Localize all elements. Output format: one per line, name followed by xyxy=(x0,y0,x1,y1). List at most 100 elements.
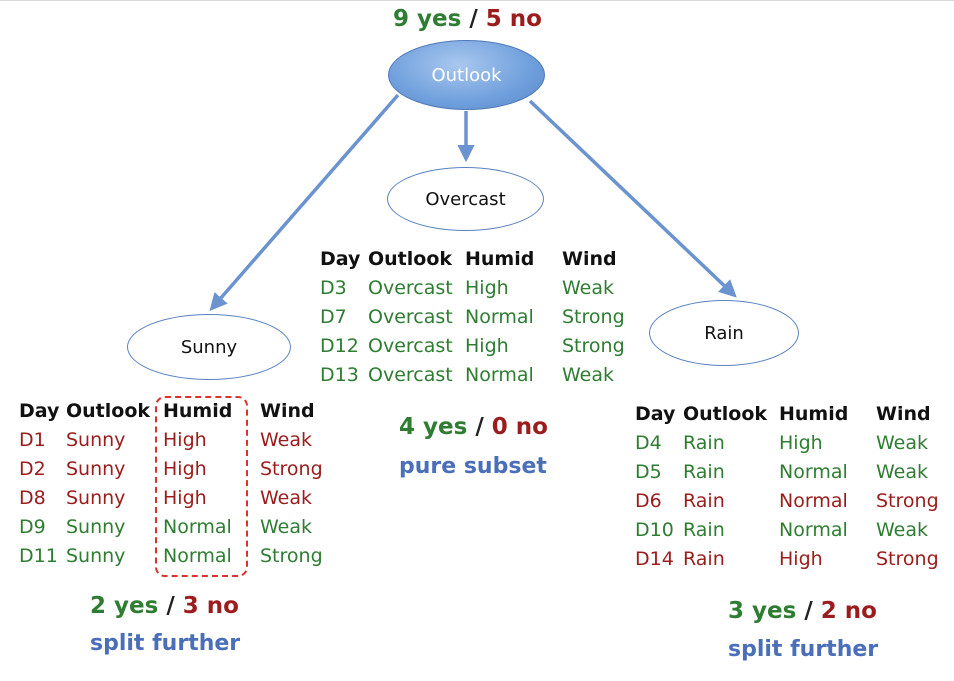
column-header: Day xyxy=(320,248,361,270)
overcast-note: pure subset xyxy=(399,454,547,479)
cell-humid: Normal xyxy=(779,461,848,483)
cell-wind: Weak xyxy=(562,277,615,299)
node-rain: Rain xyxy=(649,300,799,366)
column-header: Day xyxy=(19,400,60,422)
sunny-table-header: Day Outlook Humid Wind xyxy=(19,397,330,426)
cell-wind: Strong xyxy=(876,490,939,512)
node-outlook-label: Outlook xyxy=(431,64,502,86)
column-header: Wind xyxy=(562,248,617,270)
cell-day: D13 xyxy=(320,364,359,386)
cell-humid: Normal xyxy=(465,364,534,386)
column-header: Day xyxy=(635,403,676,425)
cell-day: D11 xyxy=(19,545,58,567)
cell-humid: High xyxy=(465,277,509,299)
node-sunny-label: Sunny xyxy=(180,336,238,358)
cell-wind: Strong xyxy=(260,545,323,567)
node-sunny: Sunny xyxy=(127,314,291,380)
cell-day: D1 xyxy=(19,429,46,451)
cell-day: D2 xyxy=(19,458,46,480)
cell-outlook: Overcast xyxy=(368,364,453,386)
cell-outlook: Rain xyxy=(683,490,725,512)
rain-no-count: 2 no xyxy=(820,598,877,624)
cell-humid: Normal xyxy=(779,519,848,541)
cell-day: D6 xyxy=(635,490,662,512)
root-separator: / xyxy=(469,6,478,32)
table-row: D14 Rain High Strong xyxy=(635,545,946,574)
table-row: D9 Sunny Normal Weak xyxy=(19,513,330,542)
cell-wind: Strong xyxy=(562,306,625,328)
cell-outlook: Sunny xyxy=(66,516,126,538)
cell-wind: Strong xyxy=(876,548,939,570)
cell-wind: Weak xyxy=(562,364,615,386)
sunny-table: Day Outlook Humid Wind D1 Sunny High Weak D2 Sunn… xyxy=(19,397,330,571)
cell-humid: High xyxy=(779,548,823,570)
cell-wind: Strong xyxy=(260,458,323,480)
cell-humid: Normal xyxy=(163,545,232,567)
cell-outlook: Sunny xyxy=(66,429,126,451)
cell-day: D14 xyxy=(635,548,674,570)
cell-outlook: Sunny xyxy=(66,545,126,567)
cell-outlook: Overcast xyxy=(368,277,453,299)
cell-day: D3 xyxy=(320,277,347,299)
cell-day: D4 xyxy=(635,432,662,454)
node-outlook: Outlook xyxy=(388,40,545,110)
table-row: D8 Sunny High Weak xyxy=(19,484,330,513)
root-no-count: 5 no xyxy=(485,6,542,32)
node-overcast: Overcast xyxy=(387,167,544,231)
cell-outlook: Sunny xyxy=(66,458,126,480)
column-header: Wind xyxy=(260,400,315,422)
cell-wind: Weak xyxy=(260,516,313,538)
cell-outlook: Sunny xyxy=(66,487,126,509)
cell-wind: Weak xyxy=(876,519,929,541)
cell-outlook: Rain xyxy=(683,461,725,483)
table-row: D3 Overcast High Weak xyxy=(320,274,632,303)
sunny-yes-count: 2 yes xyxy=(90,593,159,619)
cell-humid: High xyxy=(163,487,207,509)
overcast-table-header: Day Outlook Humid Wind xyxy=(320,245,632,274)
cell-wind: Weak xyxy=(260,429,313,451)
cell-humid: Normal xyxy=(779,490,848,512)
cell-wind: Weak xyxy=(876,432,929,454)
rain-note: split further xyxy=(728,637,879,662)
table-row: D10 Rain Normal Weak xyxy=(635,516,946,545)
column-header: Humid xyxy=(163,400,233,422)
cell-day: D9 xyxy=(19,516,46,538)
table-row: D2 Sunny High Strong xyxy=(19,455,330,484)
overcast-yes-count: 4 yes xyxy=(399,414,468,440)
table-row: D6 Rain Normal Strong xyxy=(635,487,946,516)
cell-outlook: Rain xyxy=(683,548,725,570)
cell-day: D12 xyxy=(320,335,359,357)
rain-separator: / xyxy=(804,598,813,624)
cell-day: D10 xyxy=(635,519,674,541)
table-row: D12 Overcast High Strong xyxy=(320,332,632,361)
table-row: D1 Sunny High Weak xyxy=(19,426,330,455)
cell-outlook: Overcast xyxy=(368,306,453,328)
column-header: Wind xyxy=(876,403,931,425)
root-yes-count: 9 yes xyxy=(393,6,462,32)
edge-outlook-sunny xyxy=(209,93,400,311)
node-overcast-label: Overcast xyxy=(425,188,506,210)
cell-day: D8 xyxy=(19,487,46,509)
rain-counts: 3 yes / 2 no xyxy=(728,598,877,624)
cell-humid: High xyxy=(465,335,509,357)
column-header: Humid xyxy=(779,403,849,425)
cell-humid: High xyxy=(163,429,207,451)
table-row: D5 Rain Normal Weak xyxy=(635,458,946,487)
rain-yes-count: 3 yes xyxy=(728,598,797,624)
node-rain-label: Rain xyxy=(704,322,744,344)
cell-day: D5 xyxy=(635,461,662,483)
cell-humid: Normal xyxy=(163,516,232,538)
column-header: Humid xyxy=(465,248,535,270)
sunny-separator: / xyxy=(166,593,175,619)
cell-outlook: Rain xyxy=(683,519,725,541)
cell-wind: Weak xyxy=(260,487,313,509)
column-header: Outlook xyxy=(66,400,151,422)
edge-outlook-rain xyxy=(528,99,737,298)
cell-humid: High xyxy=(779,432,823,454)
cell-humid: Normal xyxy=(465,306,534,328)
table-row: D13 Overcast Normal Weak xyxy=(320,361,632,390)
overcast-counts: 4 yes / 0 no xyxy=(399,414,548,440)
rain-table: Day Outlook Humid Wind D4 Rain High Weak D5 Rain N… xyxy=(635,400,946,574)
sunny-counts: 2 yes / 3 no xyxy=(90,593,239,619)
